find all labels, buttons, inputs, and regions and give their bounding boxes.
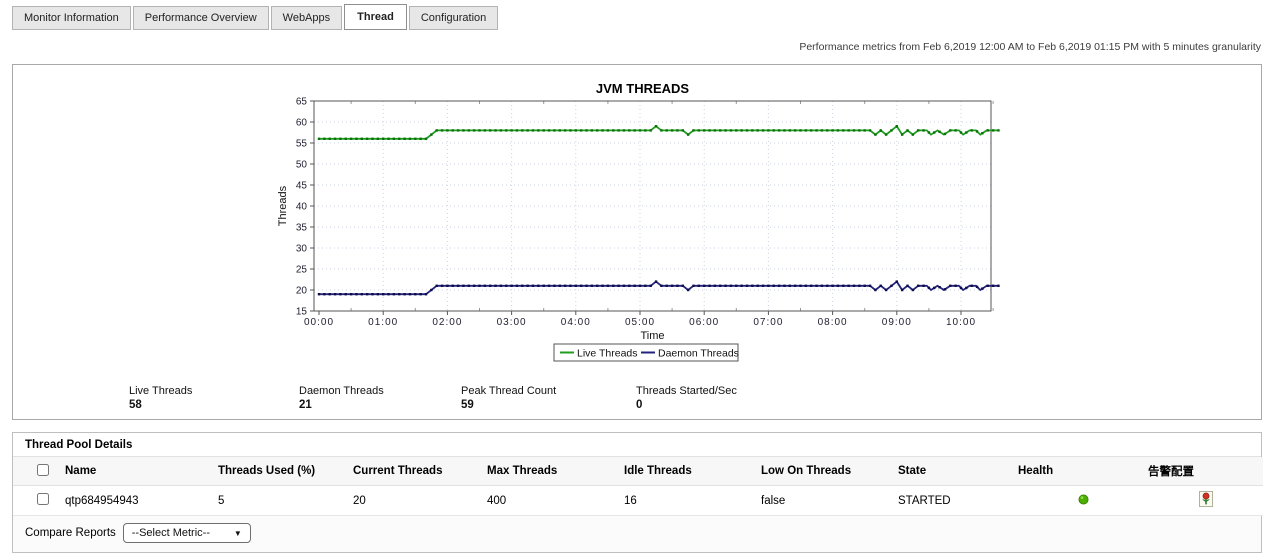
svg-text:02:00: 02:00	[432, 317, 462, 328]
compare-reports-bar: Compare Reports --Select Metric-- ▼	[13, 516, 1261, 552]
svg-text:00:00: 00:00	[304, 317, 334, 328]
col-health: Health	[1018, 457, 1148, 486]
svg-text:06:00: 06:00	[689, 317, 719, 328]
svg-text:Threads: Threads	[277, 185, 289, 226]
col-alarm-config: 告警配置	[1148, 457, 1263, 486]
svg-text:65: 65	[296, 97, 308, 108]
chevron-down-icon: ▼	[233, 528, 242, 538]
stat-value: 21	[299, 399, 312, 411]
jvm-threads-panel: JVM THREADS 15 20 25 30 35 40 45 50 55 60 65 00:00 01…	[12, 64, 1262, 420]
svg-text:JVM THREADS: JVM THREADS	[596, 81, 690, 96]
cell-current-threads: 20	[353, 485, 487, 516]
svg-text:15: 15	[296, 307, 308, 318]
table-row: qtp684954943 5 20 400 16 false STARTED	[13, 485, 1263, 516]
stat-value: 58	[129, 399, 142, 411]
thread-pool-details-title: Thread Pool Details	[13, 433, 1261, 457]
svg-text:60: 60	[296, 118, 308, 129]
tab-thread[interactable]: Thread	[344, 4, 407, 30]
svg-text:40: 40	[296, 202, 308, 213]
select-metric-dropdown[interactable]: --Select Metric-- ▼	[122, 523, 251, 543]
svg-text:03:00: 03:00	[497, 317, 527, 328]
stat-value: 59	[461, 399, 474, 411]
svg-text:Live Threads: Live Threads	[577, 348, 638, 360]
svg-text:Daemon Threads: Daemon Threads	[658, 348, 739, 360]
col-threads-used: Threads Used (%)	[218, 457, 353, 486]
health-status-icon	[1078, 494, 1088, 504]
svg-text:05:00: 05:00	[625, 317, 655, 328]
stat-label: Daemon Threads	[299, 385, 384, 397]
svg-text:55: 55	[296, 139, 308, 150]
svg-text:50: 50	[296, 160, 308, 171]
tab-monitor-information[interactable]: Monitor Information	[12, 6, 131, 30]
svg-text:25: 25	[296, 265, 308, 276]
cell-threads-used: 5	[218, 485, 353, 516]
svg-text:04:00: 04:00	[561, 317, 591, 328]
svg-text:09:00: 09:00	[882, 317, 912, 328]
col-name: Name	[65, 457, 218, 486]
table-header-row: Name Threads Used (%) Current Threads Ma…	[13, 457, 1263, 486]
jvm-threads-chart: JVM THREADS 15 20 25 30 35 40 45 50 55 60 65 00:00 01…	[277, 81, 1000, 362]
cell-name[interactable]: qtp684954943	[65, 485, 218, 516]
svg-text:10:00: 10:00	[946, 317, 976, 328]
tab-performance-overview[interactable]: Performance Overview	[132, 6, 269, 30]
thread-pool-table: Name Threads Used (%) Current Threads Ma…	[13, 457, 1263, 516]
cell-state: STARTED	[898, 485, 1018, 516]
svg-text:20: 20	[296, 286, 308, 297]
tab-webapps[interactable]: WebApps	[270, 6, 343, 30]
stat-label: Threads Started/Sec	[636, 385, 737, 397]
svg-text:45: 45	[296, 181, 308, 192]
compare-reports-label: Compare Reports	[25, 527, 116, 539]
col-low-on-threads: Low On Threads	[761, 457, 898, 486]
svg-text:01:00: 01:00	[368, 317, 398, 328]
cell-low-on-threads: false	[761, 485, 898, 516]
stat-daemon-threads: Daemon Threads 21	[299, 385, 469, 411]
stat-live-threads: Live Threads 58	[129, 385, 299, 411]
svg-text:08:00: 08:00	[818, 317, 848, 328]
svg-text:30: 30	[296, 244, 308, 255]
stat-label: Peak Thread Count	[461, 385, 557, 397]
svg-text:07:00: 07:00	[753, 317, 783, 328]
tab-configuration[interactable]: Configuration	[408, 6, 499, 30]
svg-text:35: 35	[296, 223, 308, 234]
metrics-period-note: Performance metrics from Feb 6,2019 12:0…	[799, 41, 1261, 53]
tab-bar: Monitor Information Performance Overview…	[12, 4, 500, 30]
thread-pool-details-panel: Thread Pool Details Name Threads Used (%…	[12, 432, 1263, 553]
col-idle-threads: Idle Threads	[624, 457, 761, 486]
stat-value: 0	[636, 399, 643, 411]
stat-label: Live Threads	[129, 385, 193, 397]
stat-peak-thread-count: Peak Thread Count 59	[461, 385, 631, 411]
configure-alarm-icon[interactable]	[1198, 491, 1213, 507]
select-metric-value: --Select Metric--	[131, 527, 210, 539]
col-state: State	[898, 457, 1018, 486]
stat-threads-started-sec: Threads Started/Sec 0	[636, 385, 806, 411]
col-max-threads: Max Threads	[487, 457, 624, 486]
row-checkbox[interactable]	[37, 493, 49, 505]
cell-idle-threads: 16	[624, 485, 761, 516]
col-current-threads: Current Threads	[353, 457, 487, 486]
cell-max-threads: 400	[487, 485, 624, 516]
svg-text:Time: Time	[640, 330, 664, 342]
select-all-checkbox[interactable]	[37, 463, 49, 476]
